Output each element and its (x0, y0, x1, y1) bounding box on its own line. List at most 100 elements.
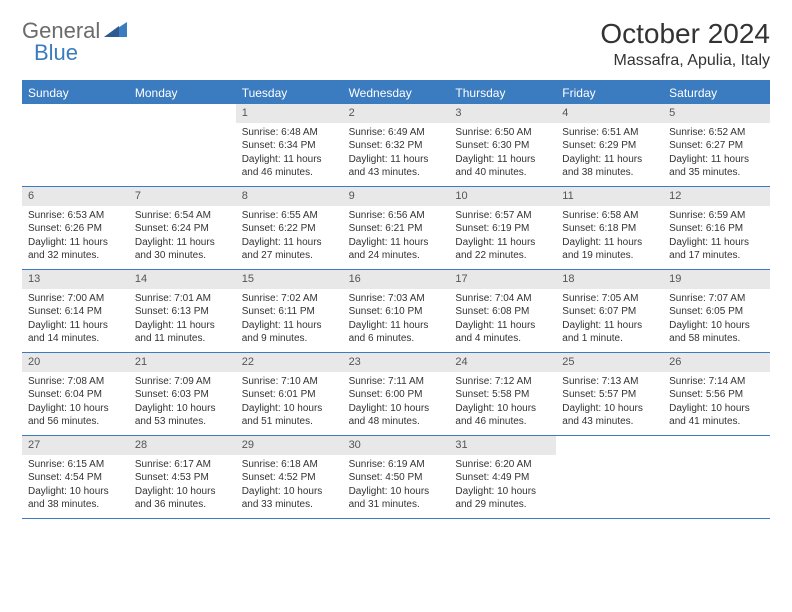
calendar-cell: 22Sunrise: 7:10 AMSunset: 6:01 PMDayligh… (236, 353, 343, 435)
sunset-text: Sunset: 6:04 PM (28, 388, 123, 402)
cell-body: Sunrise: 6:57 AMSunset: 6:19 PMDaylight:… (449, 206, 556, 269)
sunset-text: Sunset: 6:14 PM (28, 305, 123, 319)
daylight-text: and 4 minutes. (455, 332, 550, 346)
sunrise-text: Sunrise: 7:12 AM (455, 375, 550, 389)
calendar-cell: 14Sunrise: 7:01 AMSunset: 6:13 PMDayligh… (129, 270, 236, 352)
sunset-text: Sunset: 6:16 PM (669, 222, 764, 236)
daylight-text: and 9 minutes. (242, 332, 337, 346)
daylight-text: and 36 minutes. (135, 498, 230, 512)
sunrise-text: Sunrise: 7:01 AM (135, 292, 230, 306)
sunrise-text: Sunrise: 6:59 AM (669, 209, 764, 223)
cell-body: Sunrise: 7:13 AMSunset: 5:57 PMDaylight:… (556, 372, 663, 435)
calendar-cell: 16Sunrise: 7:03 AMSunset: 6:10 PMDayligh… (343, 270, 450, 352)
sunset-text: Sunset: 6:21 PM (349, 222, 444, 236)
daylight-text: Daylight: 10 hours (669, 319, 764, 333)
sunrise-text: Sunrise: 7:14 AM (669, 375, 764, 389)
sunrise-text: Sunrise: 7:07 AM (669, 292, 764, 306)
sunrise-text: Sunrise: 6:18 AM (242, 458, 337, 472)
day-number: 30 (343, 436, 450, 455)
daylight-text: and 31 minutes. (349, 498, 444, 512)
daylight-text: and 33 minutes. (242, 498, 337, 512)
day-header-cell: Saturday (663, 82, 770, 104)
daylight-text: and 22 minutes. (455, 249, 550, 263)
sunrise-text: Sunrise: 7:11 AM (349, 375, 444, 389)
day-number: 28 (129, 436, 236, 455)
day-number: 29 (236, 436, 343, 455)
cell-body: Sunrise: 7:01 AMSunset: 6:13 PMDaylight:… (129, 289, 236, 352)
day-number: 15 (236, 270, 343, 289)
cell-body: Sunrise: 6:58 AMSunset: 6:18 PMDaylight:… (556, 206, 663, 269)
day-number: 9 (343, 187, 450, 206)
cell-body: Sunrise: 6:48 AMSunset: 6:34 PMDaylight:… (236, 123, 343, 186)
day-number: 2 (343, 104, 450, 123)
daylight-text: Daylight: 10 hours (349, 485, 444, 499)
sunrise-text: Sunrise: 7:02 AM (242, 292, 337, 306)
calendar-cell: 25Sunrise: 7:13 AMSunset: 5:57 PMDayligh… (556, 353, 663, 435)
day-number: 16 (343, 270, 450, 289)
daylight-text: and 14 minutes. (28, 332, 123, 346)
day-number: 13 (22, 270, 129, 289)
sunset-text: Sunset: 6:00 PM (349, 388, 444, 402)
sunset-text: Sunset: 6:26 PM (28, 222, 123, 236)
sunset-text: Sunset: 6:01 PM (242, 388, 337, 402)
calendar-cell: 30Sunrise: 6:19 AMSunset: 4:50 PMDayligh… (343, 436, 450, 518)
calendar-cell: 29Sunrise: 6:18 AMSunset: 4:52 PMDayligh… (236, 436, 343, 518)
daylight-text: Daylight: 11 hours (455, 319, 550, 333)
calendar-cell: 3Sunrise: 6:50 AMSunset: 6:30 PMDaylight… (449, 104, 556, 186)
cell-body: Sunrise: 7:09 AMSunset: 6:03 PMDaylight:… (129, 372, 236, 435)
day-number: 17 (449, 270, 556, 289)
sunset-text: Sunset: 4:54 PM (28, 471, 123, 485)
daylight-text: and 51 minutes. (242, 415, 337, 429)
day-header-cell: Thursday (449, 82, 556, 104)
sunset-text: Sunset: 6:05 PM (669, 305, 764, 319)
cell-body: Sunrise: 7:04 AMSunset: 6:08 PMDaylight:… (449, 289, 556, 352)
daylight-text: and 46 minutes. (455, 415, 550, 429)
sunset-text: Sunset: 6:13 PM (135, 305, 230, 319)
daylight-text: Daylight: 11 hours (349, 236, 444, 250)
logo-triangle-icon (104, 20, 128, 43)
daylight-text: and 58 minutes. (669, 332, 764, 346)
day-header-cell: Friday (556, 82, 663, 104)
month-title: October 2024 (600, 18, 770, 50)
daylight-text: Daylight: 11 hours (562, 236, 657, 250)
daylight-text: Daylight: 11 hours (455, 236, 550, 250)
sunrise-text: Sunrise: 6:51 AM (562, 126, 657, 140)
week-row: 13Sunrise: 7:00 AMSunset: 6:14 PMDayligh… (22, 270, 770, 353)
week-row: 20Sunrise: 7:08 AMSunset: 6:04 PMDayligh… (22, 353, 770, 436)
daylight-text: Daylight: 11 hours (242, 319, 337, 333)
day-number: 22 (236, 353, 343, 372)
daylight-text: and 17 minutes. (669, 249, 764, 263)
week-row: 27Sunrise: 6:15 AMSunset: 4:54 PMDayligh… (22, 436, 770, 519)
daylight-text: and 53 minutes. (135, 415, 230, 429)
sunrise-text: Sunrise: 7:09 AM (135, 375, 230, 389)
sunset-text: Sunset: 5:56 PM (669, 388, 764, 402)
cell-body: Sunrise: 6:17 AMSunset: 4:53 PMDaylight:… (129, 455, 236, 518)
daylight-text: and 35 minutes. (669, 166, 764, 180)
daylight-text: Daylight: 10 hours (242, 402, 337, 416)
daylight-text: Daylight: 11 hours (242, 236, 337, 250)
calendar-cell (663, 436, 770, 518)
calendar-cell: 4Sunrise: 6:51 AMSunset: 6:29 PMDaylight… (556, 104, 663, 186)
sunset-text: Sunset: 6:27 PM (669, 139, 764, 153)
sunset-text: Sunset: 6:08 PM (455, 305, 550, 319)
daylight-text: Daylight: 11 hours (135, 236, 230, 250)
sunset-text: Sunset: 6:29 PM (562, 139, 657, 153)
cell-body: Sunrise: 7:11 AMSunset: 6:00 PMDaylight:… (343, 372, 450, 435)
calendar: SundayMondayTuesdayWednesdayThursdayFrid… (22, 80, 770, 519)
calendar-cell: 5Sunrise: 6:52 AMSunset: 6:27 PMDaylight… (663, 104, 770, 186)
calendar-cell: 1Sunrise: 6:48 AMSunset: 6:34 PMDaylight… (236, 104, 343, 186)
sunset-text: Sunset: 4:53 PM (135, 471, 230, 485)
daylight-text: Daylight: 10 hours (455, 402, 550, 416)
daylight-text: Daylight: 11 hours (562, 319, 657, 333)
sunset-text: Sunset: 6:34 PM (242, 139, 337, 153)
daylight-text: and 38 minutes. (28, 498, 123, 512)
calendar-cell: 26Sunrise: 7:14 AMSunset: 5:56 PMDayligh… (663, 353, 770, 435)
daylight-text: Daylight: 11 hours (135, 319, 230, 333)
daylight-text: Daylight: 10 hours (28, 402, 123, 416)
daylight-text: and 56 minutes. (28, 415, 123, 429)
cell-body: Sunrise: 6:50 AMSunset: 6:30 PMDaylight:… (449, 123, 556, 186)
daylight-text: and 6 minutes. (349, 332, 444, 346)
sunset-text: Sunset: 6:10 PM (349, 305, 444, 319)
daylight-text: and 29 minutes. (455, 498, 550, 512)
daylight-text: Daylight: 11 hours (242, 153, 337, 167)
